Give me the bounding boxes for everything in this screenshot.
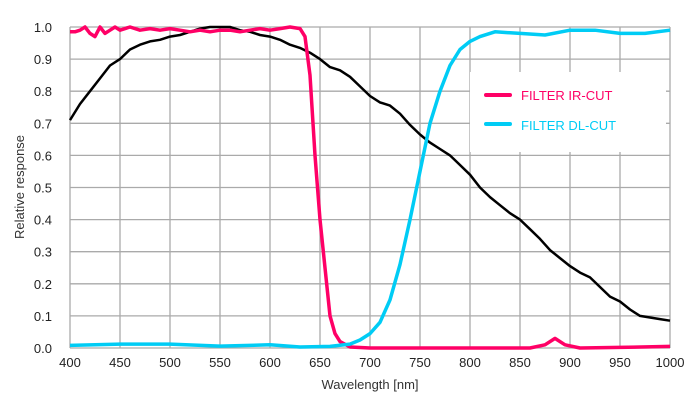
series-line-filter-ir-cut bbox=[70, 25, 671, 350]
x-tick-label: 550 bbox=[209, 355, 231, 370]
series-line-filter-dl-cut bbox=[69, 28, 671, 349]
x-axis-label: Wavelength [nm] bbox=[321, 377, 418, 392]
legend-label-dl-cut: FILTER DL-CUT bbox=[521, 118, 616, 133]
y-tick-label: 0.9 bbox=[34, 52, 52, 67]
x-tick-label: 400 bbox=[59, 355, 81, 370]
sensor-response-line bbox=[68, 25, 671, 322]
y-tick-label: 0.7 bbox=[34, 116, 52, 131]
x-tick-label: 950 bbox=[609, 355, 631, 370]
y-tick-label: 0.8 bbox=[34, 84, 52, 99]
y-tick-label: 0.2 bbox=[34, 277, 52, 292]
x-tick-label: 1000 bbox=[656, 355, 685, 370]
curves bbox=[68, 25, 671, 350]
legend-label-ir-cut: FILTER IR-CUT bbox=[521, 88, 613, 103]
x-tick-label: 500 bbox=[159, 355, 181, 370]
y-tick-label: 0.4 bbox=[34, 213, 52, 228]
y-tick-label: 0.6 bbox=[34, 148, 52, 163]
y-tick-label: 0.0 bbox=[34, 341, 52, 356]
x-tick-label: 450 bbox=[109, 355, 131, 370]
x-tick-label: 850 bbox=[509, 355, 531, 370]
x-tick-label: 600 bbox=[259, 355, 281, 370]
legend: FILTER IR-CUT FILTER DL-CUT bbox=[484, 88, 616, 133]
y-tick-label: 1.0 bbox=[34, 20, 52, 35]
x-tick-label: 750 bbox=[409, 355, 431, 370]
y-tick-label: 0.3 bbox=[34, 245, 52, 260]
tick-labels: 400 450 500 550 600 650 700 750 800 850 900 950 1000… bbox=[34, 20, 685, 370]
x-tick-label: 900 bbox=[559, 355, 581, 370]
x-tick-label: 700 bbox=[359, 355, 381, 370]
y-tick-label: 0.5 bbox=[34, 181, 52, 196]
y-tick-label: 0.1 bbox=[34, 309, 52, 324]
x-tick-label: 650 bbox=[309, 355, 331, 370]
x-tick-label: 800 bbox=[459, 355, 481, 370]
y-axis-label: Relative response bbox=[12, 135, 27, 239]
legend-background bbox=[470, 72, 666, 152]
